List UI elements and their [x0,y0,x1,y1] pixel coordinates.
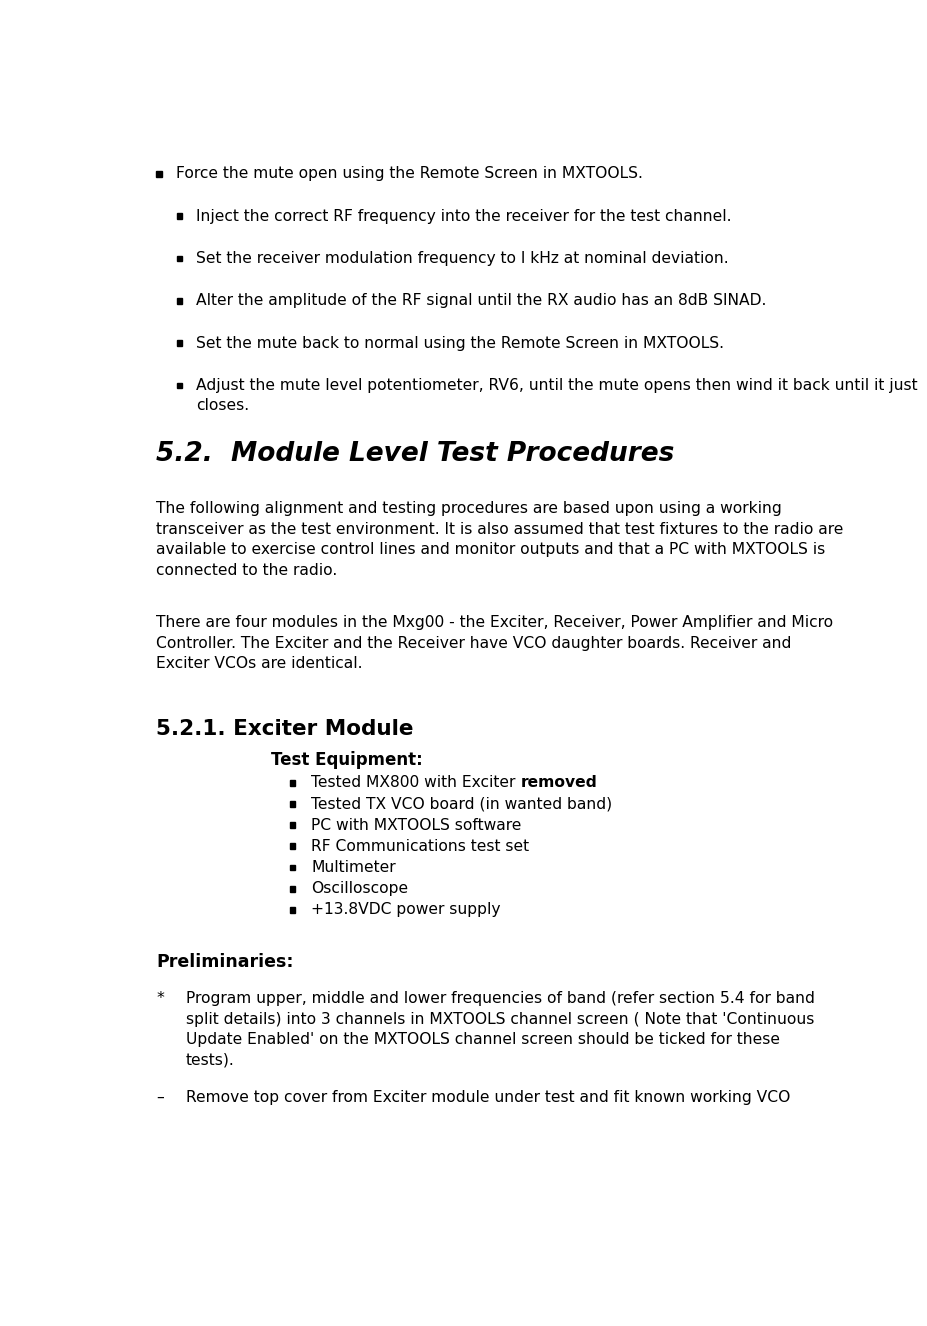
Bar [289,801,296,808]
Text: connected to the radio.: connected to the radio. [156,562,337,578]
Text: Exciter VCOs are identical.: Exciter VCOs are identical. [156,656,362,671]
Text: transceiver as the test environment. It is also assumed that test fixtures to th: transceiver as the test environment. It … [156,522,844,537]
Text: Controller. The Exciter and the Receiver have VCO daughter boards. Receiver and: Controller. The Exciter and the Receiver… [156,635,792,651]
Bar [176,213,183,219]
Bar [289,907,296,912]
Text: *: * [156,991,164,1006]
Text: available to exercise control lines and monitor outputs and that a PC with MXTOO: available to exercise control lines and … [156,542,825,557]
Text: Test Equipment:: Test Equipment: [271,752,423,769]
Text: There are four modules in the Mxg00 - the Exciter, Receiver, Power Amplifier and: There are four modules in the Mxg00 - th… [156,615,833,630]
Text: Set the receiver modulation frequency to I kHz at nominal deviation.: Set the receiver modulation frequency to… [197,251,730,267]
Text: 5.2.  Module Level Test Procedures: 5.2. Module Level Test Procedures [156,440,675,467]
Text: Tested MX800 with Exciter: Tested MX800 with Exciter [311,776,520,790]
Text: Tested TX VCO board (in wanted band): Tested TX VCO board (in wanted band) [311,797,613,812]
Text: Force the mute open using the Remote Screen in MXTOOLS.: Force the mute open using the Remote Scr… [176,166,643,182]
Bar [176,383,183,389]
Text: Alter the amplitude of the RF signal until the RX audio has an 8dB SINAD.: Alter the amplitude of the RF signal unt… [197,293,767,309]
Bar [289,822,296,827]
Bar [289,865,296,870]
Text: Adjust the mute level potentiometer, RV6, until the mute opens then wind it back: Adjust the mute level potentiometer, RV6… [197,378,918,392]
Bar [289,886,296,891]
Text: split details) into 3 channels in MXTOOLS channel screen ( Note that 'Continuous: split details) into 3 channels in MXTOOL… [185,1012,814,1026]
Text: –: – [156,1090,164,1105]
Text: Program upper, middle and lower frequencies of band (refer section 5.4 for band: Program upper, middle and lower frequenc… [185,991,815,1006]
Text: Preliminaries:: Preliminaries: [156,952,294,971]
Text: Set the mute back to normal using the Remote Screen in MXTOOLS.: Set the mute back to normal using the Re… [197,335,725,350]
Bar [157,171,162,176]
Bar [289,843,296,849]
Text: +13.8VDC power supply: +13.8VDC power supply [311,903,501,918]
Text: removed: removed [520,776,597,790]
Text: Inject the correct RF frequency into the receiver for the test channel.: Inject the correct RF frequency into the… [197,208,732,224]
Text: Oscilloscope: Oscilloscope [311,882,408,896]
Bar [176,256,183,261]
Text: Multimeter: Multimeter [311,861,396,875]
Text: RF Communications test set: RF Communications test set [311,839,529,854]
Bar [289,780,296,786]
Text: 5.2.1. Exciter Module: 5.2.1. Exciter Module [156,719,413,739]
Text: closes.: closes. [197,398,249,414]
Text: The following alignment and testing procedures are based upon using a working: The following alignment and testing proc… [156,501,782,516]
Text: Remove top cover from Exciter module under test and fit known working VCO: Remove top cover from Exciter module und… [185,1090,790,1105]
Bar [176,341,183,346]
Bar [176,298,183,304]
Text: tests).: tests). [185,1053,235,1067]
Text: PC with MXTOOLS software: PC with MXTOOLS software [311,818,522,833]
Text: Update Enabled' on the MXTOOLS channel screen should be ticked for these: Update Enabled' on the MXTOOLS channel s… [185,1032,780,1048]
